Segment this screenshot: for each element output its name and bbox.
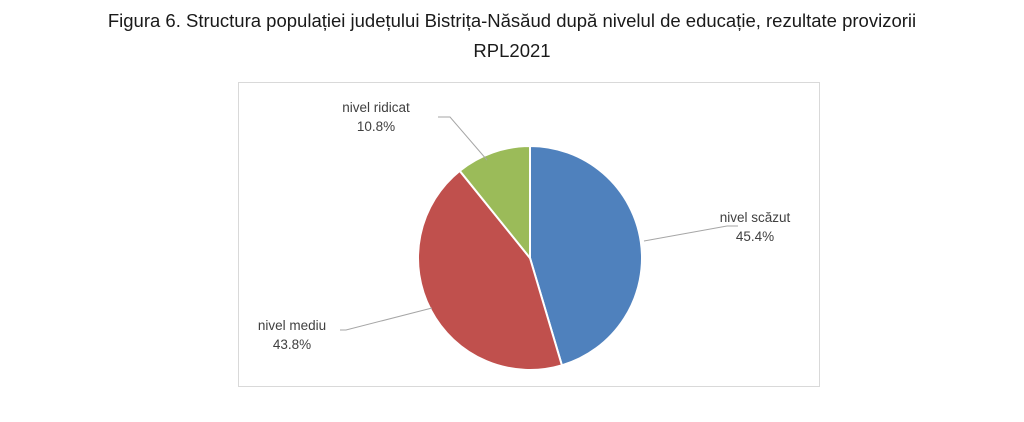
leader-line (643, 225, 738, 242)
slice-value-label: 10.8% (357, 119, 395, 134)
pie-slice-nivel-mediu (417, 169, 564, 371)
slice-category-label: nivel mediu (258, 318, 326, 333)
slice-value-label: 43.8% (273, 337, 311, 352)
slice-category-label: nivel scăzut (720, 210, 791, 225)
pie-slice-nivel-ridicat (458, 144, 531, 261)
leader-line (340, 307, 433, 331)
pie-slice-nivel-scăzut (529, 144, 643, 367)
slice-category-label: nivel ridicat (342, 100, 410, 115)
slice-value-label: 45.4% (736, 229, 774, 244)
chart-title-line2: RPL2021 (473, 40, 551, 61)
chart-title-line1: Figura 6. Structura populației județului… (107, 10, 917, 31)
leader-line (438, 116, 488, 161)
chart-title: Figura 6. Structura populației județului… (0, 6, 1024, 66)
